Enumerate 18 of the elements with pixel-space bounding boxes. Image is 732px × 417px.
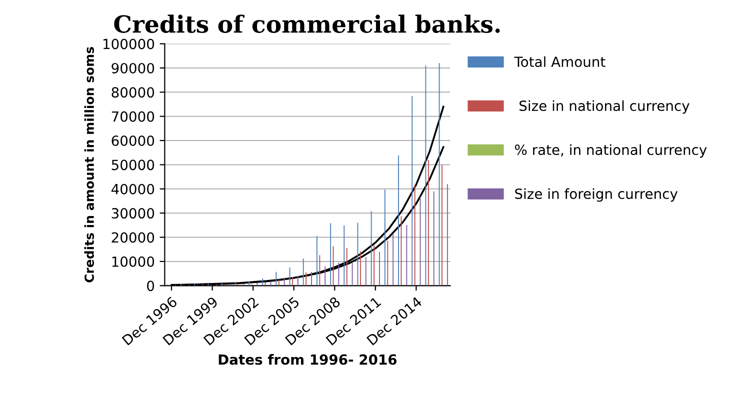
y-tick-label: 10000 bbox=[112, 256, 154, 267]
chart-title: Credits of commercial banks. bbox=[114, 14, 500, 33]
y-tick-label: 0 bbox=[147, 280, 154, 292]
y-tick-label: 70000 bbox=[112, 111, 154, 122]
y-tick-label: 20000 bbox=[112, 232, 154, 243]
y-tick-label: 90000 bbox=[112, 62, 154, 74]
y-axis-title: Credits in amount in million soms bbox=[84, 47, 94, 282]
x-axis-title: Dates from 1996- 2016 bbox=[218, 354, 397, 365]
y-tick-label: 100000 bbox=[103, 38, 154, 50]
y-tick-label: 30000 bbox=[112, 208, 154, 219]
y-tick-label: 60000 bbox=[112, 136, 154, 146]
legend-label: % rate, in national currency bbox=[514, 144, 707, 158]
legend-label: Size in foreign currency bbox=[515, 188, 678, 202]
legend-label: Size in national currency bbox=[520, 100, 690, 114]
y-tick-label: 40000 bbox=[111, 184, 154, 194]
y-tick-label: 80000 bbox=[112, 87, 154, 98]
y-tick-label: 50000 bbox=[112, 160, 154, 170]
legend-label: Total Amount bbox=[514, 56, 606, 68]
